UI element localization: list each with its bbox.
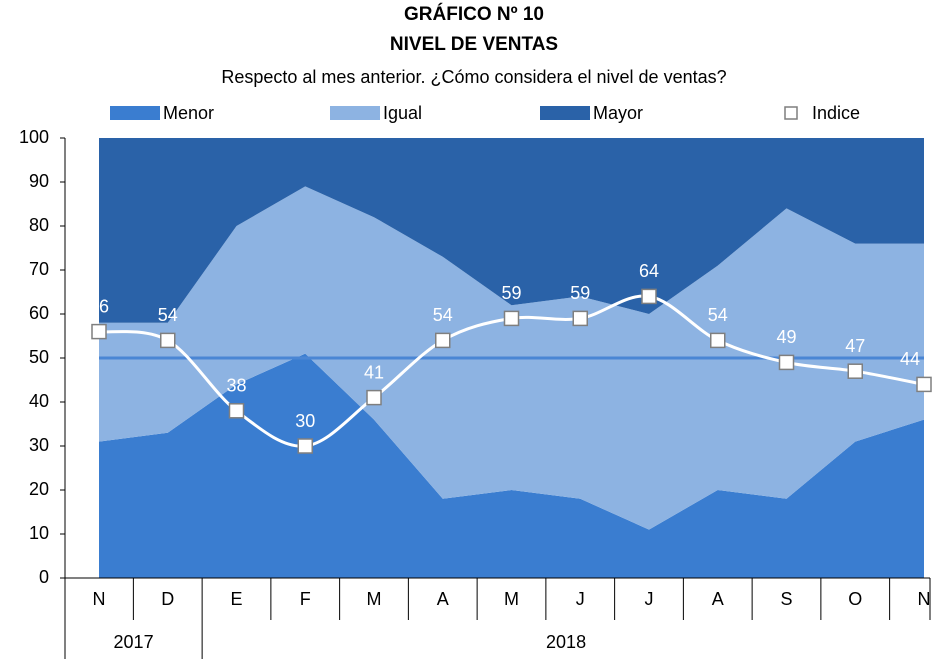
data-label: 41 [364, 362, 384, 382]
legend-swatch [784, 106, 798, 120]
index-marker [228, 403, 245, 419]
x-tick-label: M [367, 589, 382, 609]
y-tick-label: 70 [29, 259, 49, 279]
index-marker [778, 354, 795, 371]
index-marker [297, 438, 313, 454]
legend-swatch [540, 106, 590, 120]
index-marker [160, 332, 176, 349]
chart-title: GRÁFICO Nº 10 [404, 3, 544, 25]
x-tick-label: M [504, 589, 519, 609]
legend-label: Indice [812, 103, 860, 123]
chart-subtitle: Respecto al mes anterior. ¿Cómo consider… [221, 67, 726, 87]
x-tick-label: N [918, 589, 931, 609]
x-tick-label: A [437, 589, 449, 609]
data-label: 59 [570, 283, 590, 303]
area [99, 138, 924, 323]
index-marker [435, 332, 451, 349]
y-tick-label: 30 [29, 435, 49, 455]
data-label: 38 [226, 376, 246, 396]
y-tick-label: 40 [29, 391, 49, 411]
x-tick-label: D [161, 589, 174, 609]
index-marker [366, 389, 382, 406]
area [99, 353, 924, 578]
y-tick-label: 80 [29, 215, 49, 235]
legend-swatch [330, 106, 380, 120]
y-tick-label: 90 [29, 171, 49, 191]
legend-label: Mayor [593, 103, 643, 123]
y-tick-label: 100 [19, 127, 49, 147]
legend-label: Igual [383, 103, 422, 123]
data-label: 44 [900, 349, 920, 369]
data-label: 54 [708, 305, 728, 325]
x-tick-label: J [576, 589, 585, 609]
legend-label: Menor [163, 103, 214, 123]
index-marker [916, 376, 932, 393]
data-label: 59 [501, 283, 521, 303]
y-tick-label: 50 [29, 347, 49, 367]
index-marker [503, 310, 520, 327]
x-tick-label: A [712, 589, 724, 609]
x-tick-label: F [300, 589, 311, 609]
x-tick-label: N [93, 589, 106, 609]
x-tick-label: J [645, 589, 654, 609]
data-label: 30 [295, 411, 315, 431]
group-label: 2018 [546, 632, 586, 652]
data-label: 54 [433, 305, 453, 325]
index-marker [572, 310, 588, 327]
y-tick-label: 60 [29, 303, 49, 323]
group-label: 2017 [114, 632, 154, 652]
index-marker [847, 363, 863, 379]
x-tick-label: O [848, 589, 862, 609]
chart-title: NIVEL DE VENTAS [390, 34, 558, 55]
index-marker [91, 323, 107, 340]
data-label: 54 [158, 305, 178, 325]
data-label: 47 [845, 336, 865, 356]
x-tick-label: E [230, 589, 242, 609]
y-tick-label: 0 [39, 567, 49, 587]
data-label: 49 [776, 327, 796, 347]
data-label: 64 [639, 261, 659, 281]
data-label: 56 [89, 296, 109, 316]
x-tick-label: S [780, 589, 792, 609]
y-tick-label: 10 [29, 523, 49, 543]
legend-swatch [110, 106, 160, 120]
index-marker [710, 332, 726, 349]
index-marker [641, 288, 657, 305]
y-tick-label: 20 [29, 479, 49, 499]
